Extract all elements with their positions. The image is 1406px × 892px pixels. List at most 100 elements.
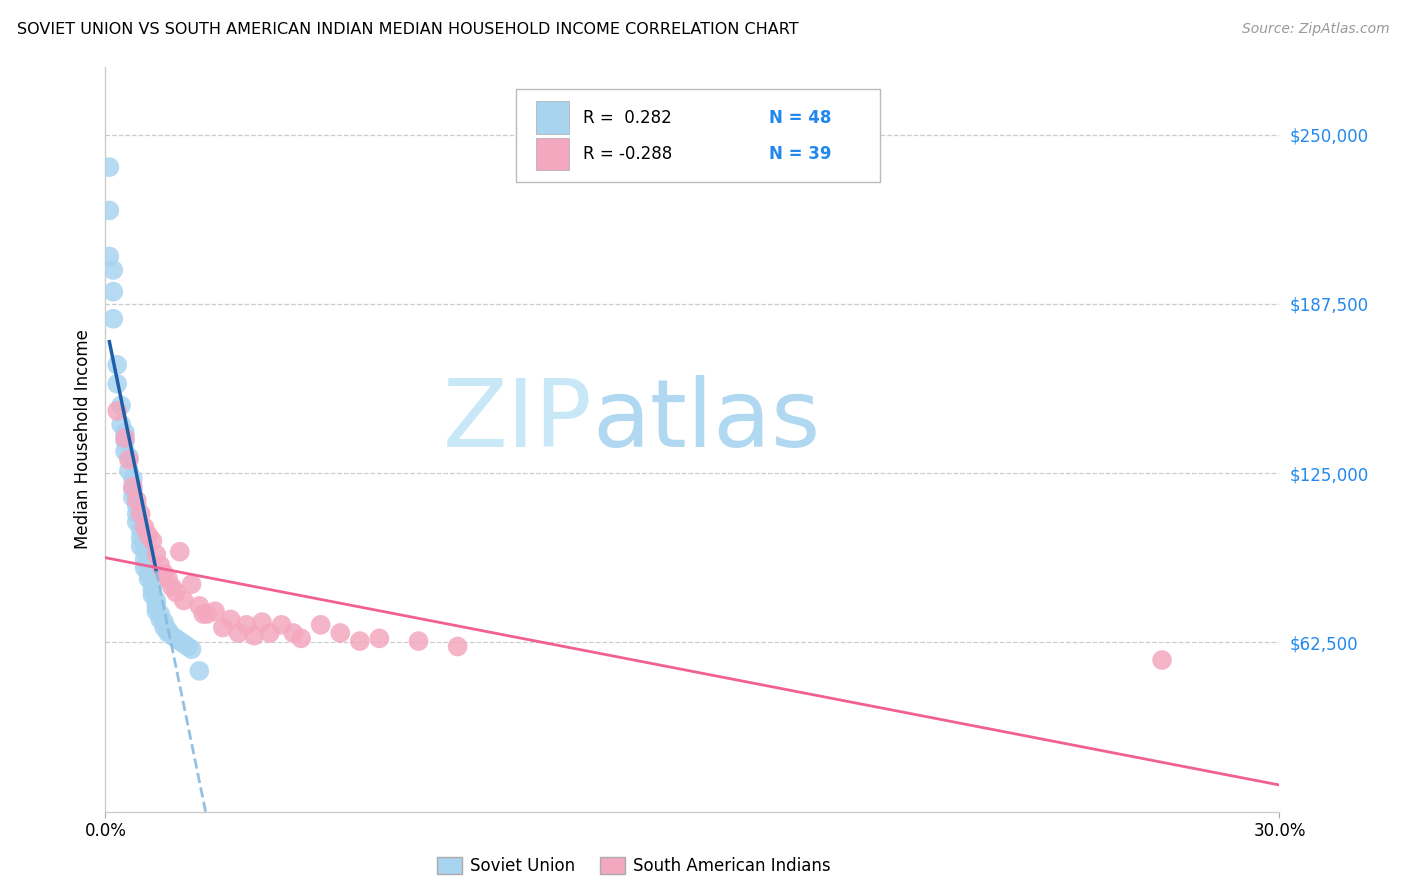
Point (125, 493, 148, 508)
Point (165, 632, 187, 646)
Point (368, 632, 391, 646)
Point (160, 580, 183, 594)
Point (157, 626, 180, 640)
Point (309, 617, 332, 632)
Point (118, 450, 141, 464)
Legend: Soviet Union, South American Indians: Soviet Union, South American Indians (430, 850, 838, 881)
Point (105, 358, 128, 372)
Point (110, 399, 132, 413)
Point (349, 634, 371, 648)
Point (193, 607, 215, 621)
Point (114, 444, 136, 458)
Point (235, 617, 257, 632)
Point (145, 604, 167, 618)
Point (98, 160, 121, 174)
Point (129, 539, 152, 553)
Text: Source: ZipAtlas.com: Source: ZipAtlas.com (1241, 22, 1389, 37)
Point (118, 452, 141, 467)
Point (243, 629, 266, 643)
Point (160, 629, 183, 643)
Point (134, 561, 156, 575)
Point (121, 480, 143, 494)
Point (153, 615, 176, 629)
Point (169, 634, 191, 648)
Point (103, 311, 125, 326)
Point (157, 572, 180, 586)
FancyBboxPatch shape (516, 89, 880, 182)
Point (121, 483, 143, 497)
Point (446, 640, 468, 654)
FancyBboxPatch shape (536, 137, 569, 170)
Point (134, 553, 156, 567)
Point (153, 621, 176, 635)
Point (134, 520, 156, 534)
Point (114, 434, 136, 448)
Point (204, 604, 226, 618)
Point (145, 593, 167, 607)
Point (165, 585, 187, 599)
Point (176, 640, 198, 654)
FancyBboxPatch shape (536, 101, 569, 134)
Point (105, 404, 128, 418)
Point (329, 626, 352, 640)
Point (129, 523, 152, 537)
Point (121, 491, 143, 505)
Point (195, 607, 218, 621)
Point (290, 632, 312, 646)
Point (129, 507, 152, 521)
Point (149, 607, 172, 621)
Text: R =  0.282: R = 0.282 (583, 109, 672, 127)
Point (173, 593, 195, 607)
Point (169, 545, 191, 559)
Point (188, 599, 211, 613)
Point (211, 621, 233, 635)
Point (153, 566, 176, 581)
Point (125, 499, 148, 513)
Point (125, 515, 148, 529)
Point (283, 626, 305, 640)
Point (138, 566, 160, 581)
Point (103, 263, 125, 277)
Text: R = -0.288: R = -0.288 (583, 145, 672, 163)
Point (180, 642, 202, 657)
Point (259, 626, 281, 640)
Point (141, 577, 163, 591)
Point (408, 634, 430, 648)
Point (219, 612, 242, 626)
Point (125, 507, 148, 521)
Point (270, 617, 292, 632)
Point (157, 624, 180, 638)
Point (149, 558, 172, 573)
Point (141, 588, 163, 602)
Point (98, 250, 121, 264)
Point (110, 417, 132, 432)
Point (228, 626, 250, 640)
Text: ZIP: ZIP (443, 375, 593, 467)
Point (105, 376, 128, 391)
Point (141, 533, 163, 548)
Point (180, 577, 202, 591)
Point (173, 637, 195, 651)
Point (250, 615, 273, 629)
Point (188, 664, 211, 678)
Point (114, 431, 136, 445)
Y-axis label: Median Household Income: Median Household Income (73, 329, 91, 549)
Text: SOVIET UNION VS SOUTH AMERICAN INDIAN MEDIAN HOUSEHOLD INCOME CORRELATION CHART: SOVIET UNION VS SOUTH AMERICAN INDIAN ME… (17, 22, 799, 37)
Point (103, 285, 125, 299)
Point (138, 528, 160, 542)
Point (129, 531, 152, 545)
Point (134, 545, 156, 559)
Point (145, 599, 167, 613)
Point (1150, 653, 1173, 667)
Text: N = 48: N = 48 (769, 109, 831, 127)
Point (141, 582, 163, 597)
Point (118, 463, 141, 477)
Point (149, 612, 172, 626)
Text: atlas: atlas (593, 375, 821, 467)
Point (114, 425, 136, 440)
Text: N = 39: N = 39 (769, 145, 831, 163)
Point (98, 203, 121, 218)
Point (145, 548, 167, 562)
Point (138, 572, 160, 586)
Point (121, 472, 143, 486)
